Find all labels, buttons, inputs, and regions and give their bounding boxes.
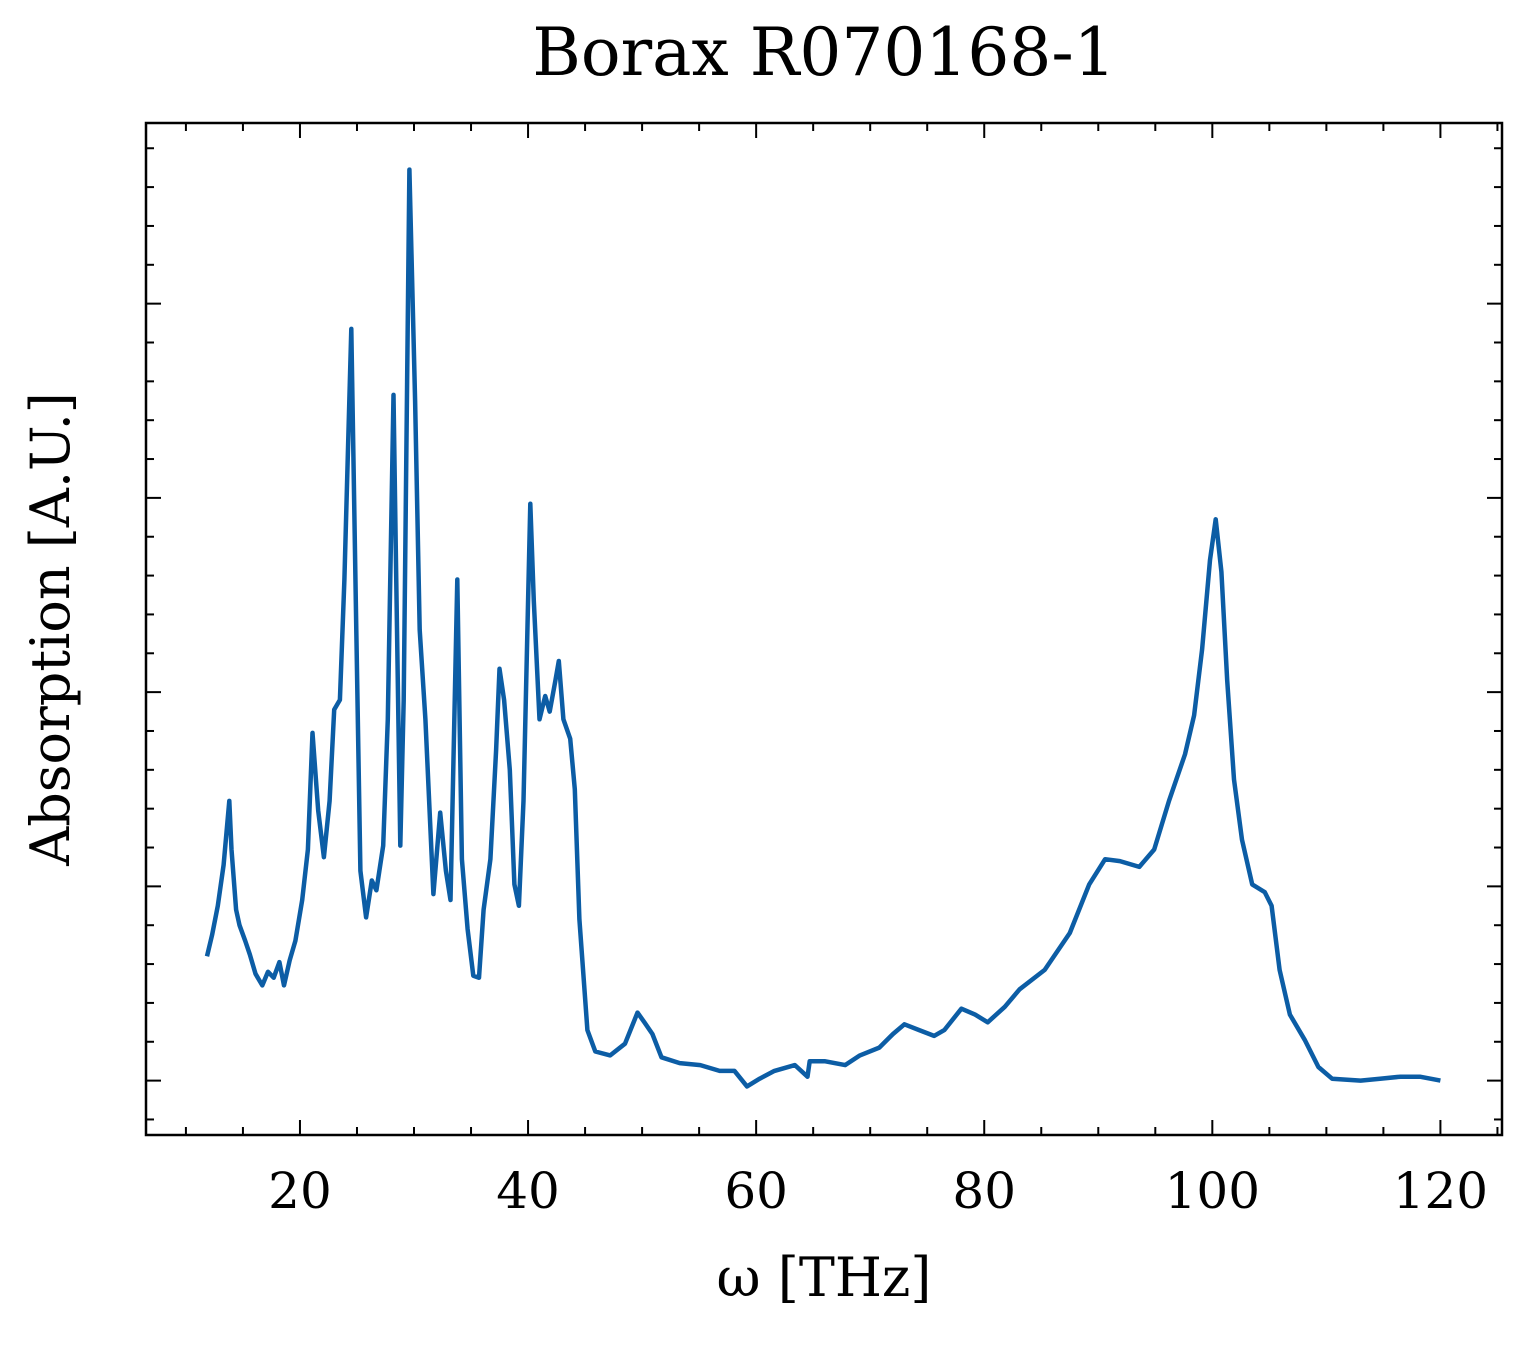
x-tick-label: 80 [952, 1162, 1016, 1220]
plot-frame [144, 121, 1504, 1137]
y-axis-label: Absorption [A.U.] [19, 392, 82, 867]
x-tick-label: 40 [496, 1162, 560, 1220]
x-tick-label: 120 [1393, 1162, 1488, 1220]
x-axis-label: ω [THz] [717, 1246, 932, 1309]
data-line [204, 167, 1441, 1089]
x-tick-label: 20 [268, 1162, 332, 1220]
x-tick-label: 100 [1165, 1162, 1260, 1220]
chart-title: Borax R070168-1 [532, 14, 1115, 91]
x-tick-label: 60 [724, 1162, 788, 1220]
